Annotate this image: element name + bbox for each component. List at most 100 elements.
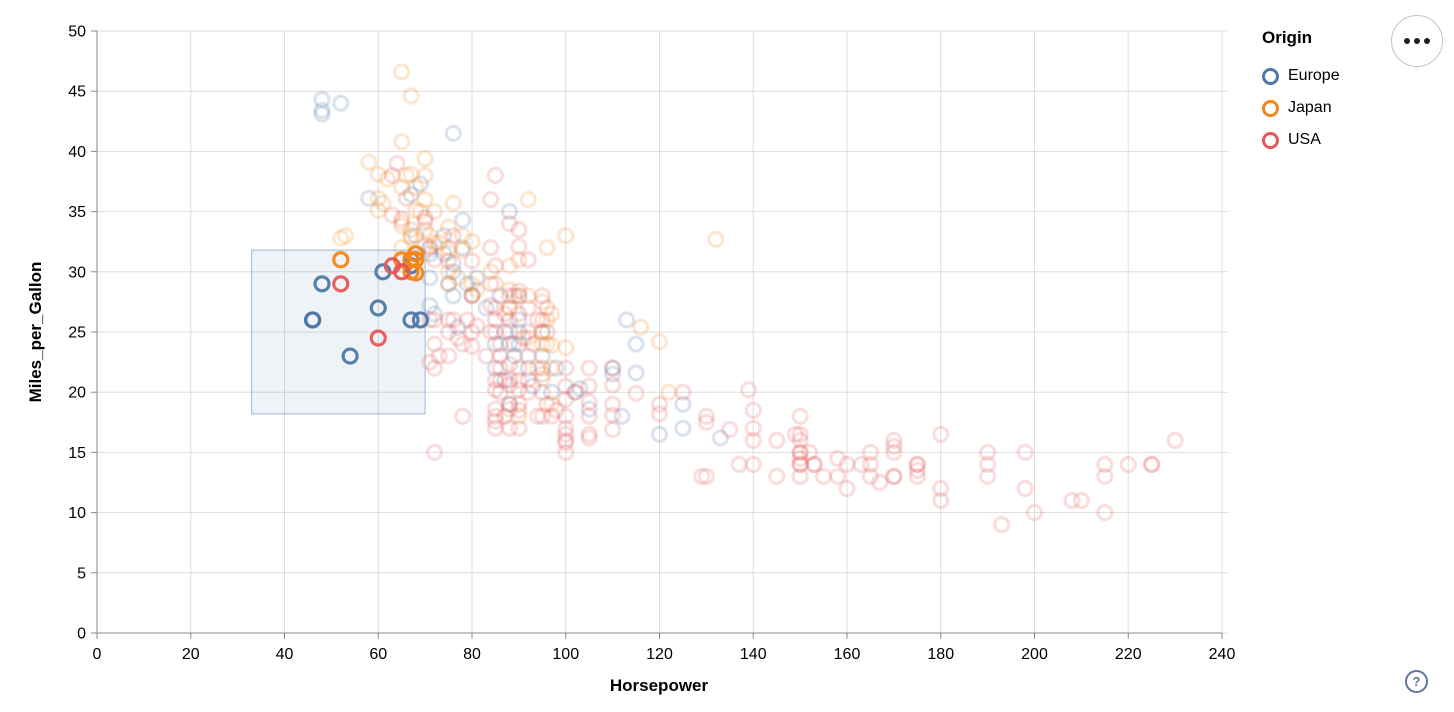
- data-point-japan: [439, 263, 458, 281]
- data-point-usa: [979, 467, 997, 486]
- data-point-europe: [510, 323, 528, 341]
- data-point-usa: [885, 443, 903, 461]
- data-point-japan: [454, 241, 472, 259]
- data-point-japan: [463, 275, 481, 293]
- data-point-usa: [885, 431, 903, 449]
- y-tick-label: 25: [68, 325, 86, 342]
- data-point-usa: [805, 455, 823, 474]
- data-point-usa: [491, 347, 509, 365]
- data-point-usa: [421, 311, 439, 329]
- data-point-usa: [908, 461, 926, 480]
- data-point-usa: [538, 299, 556, 317]
- data-point-usa: [500, 311, 519, 329]
- data-point-usa: [604, 420, 622, 439]
- data-point-europe: [510, 335, 528, 353]
- data-point-usa: [557, 431, 575, 449]
- data-point-japan: [421, 227, 439, 245]
- x-tick-label: 240: [1209, 646, 1236, 663]
- x-tick-label: 180: [927, 646, 954, 663]
- data-point-usa: [557, 390, 575, 409]
- data-point-usa: [908, 455, 926, 474]
- data-point-usa: [791, 431, 809, 449]
- y-axis-title: Miles_per_Gallon: [26, 262, 45, 403]
- data-point-japan: [510, 287, 528, 305]
- data-point-europe: [496, 371, 514, 389]
- data-point-japan: [393, 213, 411, 232]
- axis-layer: 0 20 40 60 80 100 120 140 160 180 200 220 240 0 5 10 15 2…: [68, 24, 1235, 664]
- data-point-japan: [500, 281, 519, 299]
- data-point-usa: [491, 335, 509, 353]
- data-point-usa: [861, 455, 880, 474]
- point-layer: [304, 63, 1184, 534]
- data-point-usa: [979, 455, 997, 474]
- data-point-usa: [1063, 491, 1081, 510]
- data-point-japan: [407, 201, 425, 219]
- data-point-japan: [402, 229, 420, 247]
- data-point-usa: [416, 209, 434, 227]
- data-point-usa: [557, 434, 575, 452]
- data-point-japan: [416, 221, 434, 239]
- data-point-japan: [533, 335, 551, 353]
- data-point-usa: [510, 401, 528, 419]
- data-point-usa: [557, 425, 575, 443]
- data-point-usa: [768, 467, 786, 486]
- data-point-usa: [463, 252, 481, 270]
- data-point-europe: [524, 377, 542, 395]
- data-point-usa: [510, 381, 528, 399]
- data-point-usa: [547, 401, 565, 419]
- data-point-japan: [439, 239, 458, 257]
- data-point-usa: [500, 419, 519, 437]
- data-point-europe: [369, 299, 387, 317]
- data-point-usa: [500, 376, 519, 394]
- data-point-usa: [979, 443, 997, 461]
- data-point-usa: [486, 381, 505, 399]
- data-point-europe: [566, 383, 584, 401]
- data-point-usa: [932, 491, 950, 510]
- plot-area-brush-target[interactable]: [97, 31, 1222, 633]
- data-point-usa: [543, 407, 561, 425]
- data-point-usa: [491, 371, 509, 389]
- data-point-usa: [369, 329, 387, 347]
- data-point-europe: [341, 347, 359, 365]
- data-point-usa: [468, 317, 486, 335]
- options-menu-button[interactable]: [1391, 15, 1443, 67]
- data-point-europe: [477, 299, 495, 317]
- data-point-europe: [313, 91, 331, 109]
- data-point-usa: [439, 252, 458, 270]
- data-point-europe: [500, 203, 519, 221]
- data-point-usa: [1119, 455, 1137, 474]
- data-point-usa: [604, 359, 622, 377]
- data-point-usa: [519, 323, 537, 341]
- data-point-japan: [416, 190, 434, 209]
- data-point-japan: [402, 165, 420, 183]
- data-point-usa: [538, 323, 556, 341]
- data-point-japan: [543, 359, 561, 377]
- data-point-usa: [580, 377, 598, 395]
- data-point-usa: [463, 287, 481, 305]
- data-point-japan: [332, 229, 350, 247]
- data-point-europe: [627, 364, 645, 382]
- data-point-europe: [444, 287, 462, 305]
- data-point-usa: [885, 437, 903, 455]
- data-point-japan: [519, 287, 537, 305]
- data-point-usa: [580, 407, 598, 425]
- x-tick-label: 140: [740, 646, 767, 663]
- y-tick-label: 40: [68, 144, 86, 161]
- data-point-usa: [908, 467, 926, 486]
- data-point-usa: [529, 311, 547, 329]
- data-point-usa: [454, 407, 472, 425]
- data-point-usa: [486, 407, 505, 425]
- data-point-japan: [454, 227, 472, 245]
- data-point-europe: [444, 263, 462, 281]
- data-point-usa: [524, 335, 542, 353]
- data-point-japan: [529, 359, 547, 377]
- data-point-europe: [500, 395, 519, 413]
- data-point-usa: [519, 347, 537, 365]
- help-button[interactable]: ?: [1405, 670, 1428, 693]
- data-point-europe: [486, 359, 505, 377]
- data-point-japan: [543, 305, 561, 323]
- data-point-usa: [505, 335, 523, 353]
- data-point-europe: [439, 275, 458, 293]
- data-point-usa: [861, 443, 880, 461]
